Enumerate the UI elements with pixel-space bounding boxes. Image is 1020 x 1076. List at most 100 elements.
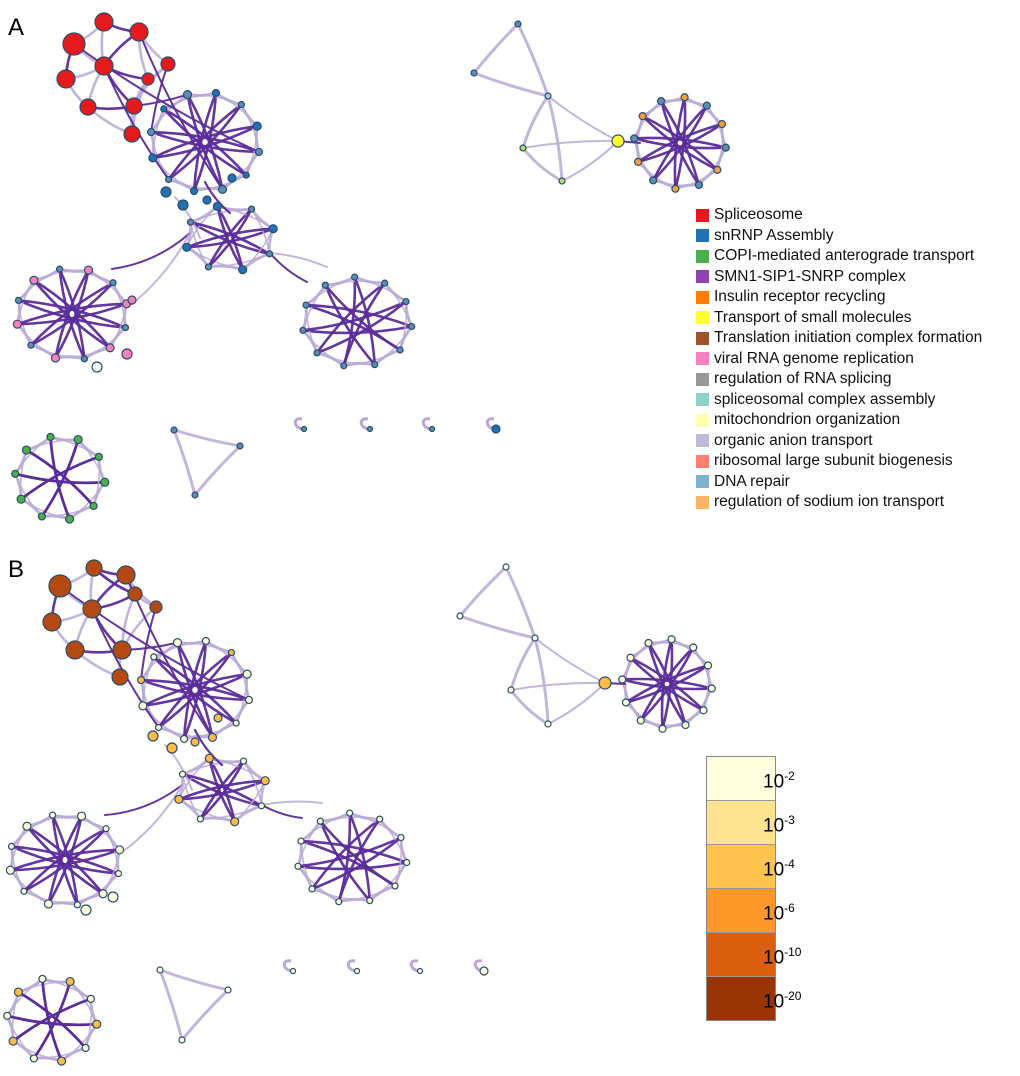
legend-swatch xyxy=(696,311,709,325)
network-node xyxy=(164,175,173,184)
network-edge xyxy=(624,664,710,704)
network-node xyxy=(416,967,424,975)
network-node xyxy=(268,224,278,234)
network-edge xyxy=(269,252,328,268)
network-edge xyxy=(19,455,101,501)
network-edge xyxy=(138,31,224,191)
network-node xyxy=(8,1036,18,1046)
network-node xyxy=(80,355,89,363)
network-node xyxy=(531,634,539,642)
network-node xyxy=(123,125,141,143)
network-edge xyxy=(647,641,687,727)
network-node xyxy=(626,653,635,662)
network-edge xyxy=(296,836,403,868)
network-edge xyxy=(152,655,238,725)
network-node xyxy=(366,425,374,433)
network-node xyxy=(257,802,266,810)
network-node xyxy=(667,635,676,644)
network-edge xyxy=(192,91,218,193)
self-loop-edge xyxy=(359,417,369,431)
network-node xyxy=(86,994,95,1003)
legend-swatch xyxy=(696,454,709,468)
legend-item: Transport of small molecules xyxy=(696,308,982,329)
network-node xyxy=(102,825,110,833)
network-node xyxy=(112,640,132,660)
network-node xyxy=(89,501,98,511)
network-node xyxy=(178,770,187,778)
network-edge xyxy=(337,817,382,903)
colorbar-label: 10-10 xyxy=(763,945,802,969)
network-node xyxy=(703,661,713,670)
network-node xyxy=(13,987,24,997)
network-edge xyxy=(324,283,402,352)
colorbar-cell: 10-4 xyxy=(707,845,795,889)
legend-item: viral RNA genome replication xyxy=(696,349,982,370)
legend-swatch xyxy=(696,495,709,509)
network-node xyxy=(42,612,62,632)
legend-swatch xyxy=(696,290,709,304)
network-node xyxy=(105,343,115,353)
network-edge xyxy=(22,827,108,893)
network-node xyxy=(127,586,143,602)
network-edge xyxy=(546,94,564,183)
network-node xyxy=(300,425,308,433)
network-edge xyxy=(131,232,191,305)
network-edge xyxy=(261,800,323,806)
legend-item: DNA repair xyxy=(696,472,982,493)
network-node xyxy=(12,319,22,329)
legend-item: Translation initiation complex formation xyxy=(696,328,982,349)
colorbar-label: 10-4 xyxy=(763,857,795,881)
network-node xyxy=(43,899,54,909)
network-node xyxy=(237,100,246,109)
network-node xyxy=(680,93,689,102)
network-edge xyxy=(151,124,259,160)
colorbar-cell: 10-20 xyxy=(707,977,801,1020)
network-node xyxy=(29,275,39,285)
network-edge xyxy=(177,779,267,801)
network-edge xyxy=(472,22,520,75)
legend-label: SMN1-SIP1-SNRP complex xyxy=(714,267,906,285)
panel-a-label: A xyxy=(8,14,25,41)
network-node xyxy=(658,724,667,733)
network-edge xyxy=(399,300,408,351)
network-node xyxy=(160,186,172,198)
legend-item: SMN1-SIP1-SNRP complex xyxy=(696,267,982,288)
network-node xyxy=(190,737,200,747)
network-edge xyxy=(310,817,382,891)
network-node xyxy=(121,348,133,360)
network-edge xyxy=(651,104,709,182)
network-edge xyxy=(29,281,115,347)
network-node xyxy=(62,32,86,56)
network-node xyxy=(186,218,195,226)
network-node xyxy=(456,612,464,620)
network-node xyxy=(160,105,168,113)
network-edge xyxy=(9,848,121,872)
network-edge xyxy=(152,655,238,725)
network-node xyxy=(230,817,240,827)
network-node xyxy=(313,349,321,357)
network-node xyxy=(636,716,645,725)
network-node xyxy=(16,494,26,504)
legend-item: COPI-mediated anterograde transport xyxy=(696,246,982,267)
network-edge xyxy=(41,977,63,1063)
network-edge xyxy=(533,636,550,726)
network-node xyxy=(340,362,348,370)
network-edge xyxy=(92,456,101,507)
network-node xyxy=(48,574,72,598)
legend-label: Insulin receptor recycling xyxy=(714,288,886,305)
network-node xyxy=(213,713,223,723)
network-edge xyxy=(172,428,197,497)
network-node xyxy=(224,986,232,994)
network-node xyxy=(396,346,404,354)
network-node xyxy=(29,1054,38,1063)
network-node xyxy=(196,815,205,823)
legend-item: mitochondrion organization xyxy=(696,410,982,431)
network-node xyxy=(558,177,566,185)
network-edge xyxy=(73,43,260,153)
network-edge xyxy=(203,180,232,215)
network-node xyxy=(73,901,82,909)
network-node xyxy=(694,180,704,190)
network-node xyxy=(713,165,722,174)
network-edge xyxy=(13,472,107,485)
network-edge xyxy=(182,639,208,741)
